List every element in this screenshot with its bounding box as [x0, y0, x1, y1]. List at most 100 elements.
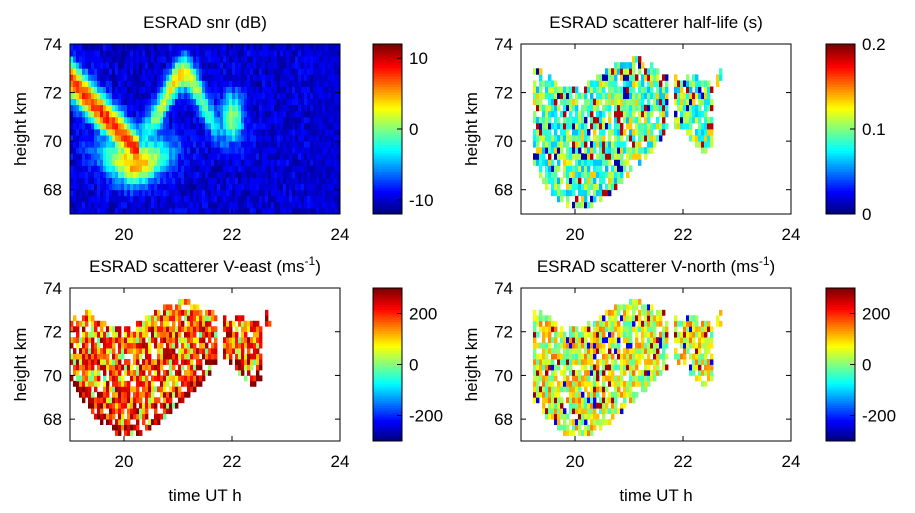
heatmap-cell	[88, 364, 92, 371]
heatmap-cell	[614, 380, 618, 387]
heatmap-cell	[163, 315, 167, 322]
heatmap-cell	[250, 326, 254, 333]
heatmap-cell	[229, 177, 233, 185]
heatmap-cell	[232, 116, 236, 124]
heatmap-cell	[106, 397, 110, 404]
heatmap-cell	[106, 165, 110, 172]
heatmap-cell	[139, 122, 143, 130]
heatmap-cell	[70, 129, 74, 136]
heatmap-cell	[160, 86, 164, 93]
heatmap-cell	[241, 122, 245, 130]
heatmap-cell	[205, 86, 209, 93]
heatmap-cell	[190, 141, 194, 148]
heatmap-cell	[274, 122, 278, 130]
heatmap-cell	[250, 153, 254, 160]
heatmap-cell	[265, 62, 269, 69]
heatmap-cell	[596, 413, 600, 420]
heatmap-cell	[73, 195, 77, 203]
heatmap-cell	[139, 342, 143, 349]
heatmap-cell	[256, 116, 260, 124]
heatmap-cell	[127, 56, 131, 63]
heatmap-cell	[88, 104, 92, 112]
heatmap-cell	[166, 195, 170, 203]
heatmap-cell	[217, 153, 221, 160]
heatmap-cell	[166, 207, 170, 215]
heatmap-cell	[73, 171, 77, 178]
heatmap-cell	[73, 129, 77, 136]
heatmap-cell	[539, 326, 543, 333]
heatmap-cell	[106, 183, 110, 191]
heatmap-cell	[154, 183, 158, 191]
heatmap-cell	[301, 104, 305, 112]
heatmap-cell	[623, 74, 627, 81]
heatmap-cell	[575, 397, 579, 404]
heatmap-cell	[124, 50, 128, 57]
heatmap-cell	[542, 135, 546, 142]
heatmap-cell	[163, 147, 167, 154]
heatmap-cell	[608, 177, 612, 185]
heatmap-cell	[590, 80, 594, 87]
heatmap-cell	[172, 80, 176, 87]
heatmap-cell	[109, 337, 113, 344]
heatmap-cell	[247, 353, 251, 360]
heatmap-cell	[235, 353, 239, 360]
heatmap-cell	[169, 348, 173, 354]
heatmap-cell	[701, 141, 705, 148]
colorbar-step	[826, 182, 855, 186]
heatmap-cell	[596, 380, 600, 387]
heatmap-cell	[223, 165, 227, 172]
heatmap-cell	[283, 50, 287, 57]
heatmap-cell	[629, 74, 633, 81]
heatmap-cell	[193, 92, 197, 100]
colorbar-step	[826, 49, 855, 53]
heatmap-cell	[572, 165, 576, 172]
heatmap-cell	[160, 74, 164, 81]
heatmap-cell	[202, 44, 206, 51]
heatmap-cell	[292, 98, 296, 106]
heatmap-cell	[545, 342, 549, 349]
heatmap-cell	[187, 375, 191, 382]
heatmap-cell	[226, 353, 230, 360]
heatmap-cell	[199, 359, 203, 365]
heatmap-cell	[575, 104, 579, 112]
heatmap-cell	[100, 165, 104, 172]
heatmap-cell	[91, 195, 95, 203]
heatmap-cell	[196, 315, 200, 322]
heatmap-cell	[599, 165, 603, 172]
heatmap-cell	[130, 183, 134, 191]
heatmap-cell	[190, 165, 194, 172]
heatmap-cell	[76, 141, 80, 148]
heatmap-cell	[560, 153, 564, 160]
heatmap-cell	[124, 153, 128, 160]
heatmap-cell	[145, 86, 149, 93]
heatmap-cell	[229, 74, 233, 81]
heatmap-cell	[82, 141, 86, 148]
heatmap-cell	[121, 122, 125, 130]
heatmap-cell	[157, 359, 161, 365]
heatmap-cell	[136, 50, 140, 57]
heatmap-cell	[560, 369, 564, 376]
heatmap-cell	[241, 171, 245, 178]
colorbar-step	[373, 340, 402, 344]
heatmap-cell	[217, 129, 221, 136]
heatmap-cell	[247, 50, 251, 57]
heatmap-cell	[602, 129, 606, 136]
heatmap-cell	[238, 177, 242, 185]
heatmap-cell	[121, 171, 125, 178]
colorbar-step	[373, 121, 402, 125]
heatmap-cell	[626, 80, 630, 87]
heatmap-cell	[575, 353, 579, 360]
heatmap-cell	[115, 430, 119, 436]
heatmap-cell	[124, 207, 128, 215]
heatmap-cell	[593, 116, 597, 124]
heatmap-cell	[109, 135, 113, 142]
heatmap-cell	[316, 207, 320, 215]
heatmap-cell	[109, 68, 113, 75]
heatmap-cell	[76, 68, 80, 75]
heatmap-cell	[313, 62, 317, 69]
heatmap-cell	[160, 331, 164, 338]
heatmap-cell	[232, 153, 236, 160]
heatmap-cell	[94, 353, 98, 360]
heatmap-cell	[683, 116, 687, 124]
heatmap-cell	[229, 135, 233, 142]
